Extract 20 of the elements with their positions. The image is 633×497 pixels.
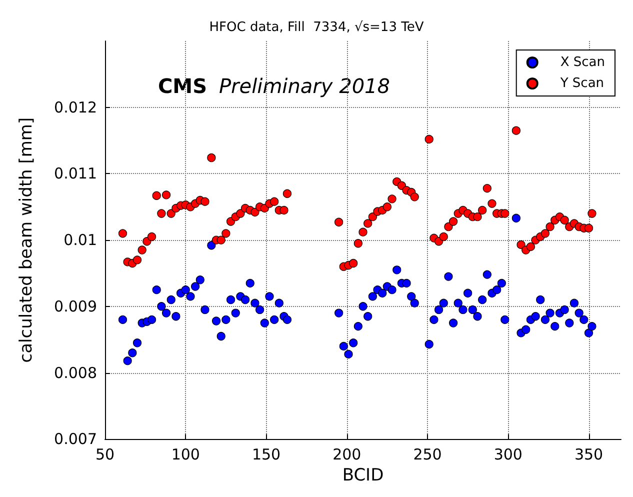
- y-tick-label: 0.01: [64, 231, 97, 250]
- x-tick-label: 50: [95, 446, 115, 464]
- y-axis-title: calculated beam width [mm]: [16, 117, 36, 363]
- x-tick-label: 350: [574, 446, 604, 464]
- x-tick-label: 250: [413, 446, 442, 464]
- y-tick-label: 0.008: [54, 364, 97, 382]
- chart-title: HFOC data, Fill 7334, √s=13 TeV: [209, 20, 424, 35]
- legend-label: X Scan: [560, 55, 606, 70]
- annotation: CMS: [158, 74, 207, 98]
- x-tick-label: 200: [332, 446, 362, 464]
- y-tick-label: 0.007: [54, 430, 97, 448]
- annotation: Preliminary 2018: [219, 74, 390, 98]
- x-tick-label: 100: [171, 446, 200, 464]
- x-tick-label: 300: [494, 446, 522, 464]
- x-axis-title: BCID: [342, 466, 384, 486]
- y-tick-label: 0.011: [54, 164, 97, 183]
- y-tick-label: 0.012: [54, 98, 97, 116]
- x-tick-label: 150: [252, 446, 281, 464]
- legend-label: Y Scan: [559, 76, 604, 91]
- y-tick-label: 0.009: [54, 297, 97, 316]
